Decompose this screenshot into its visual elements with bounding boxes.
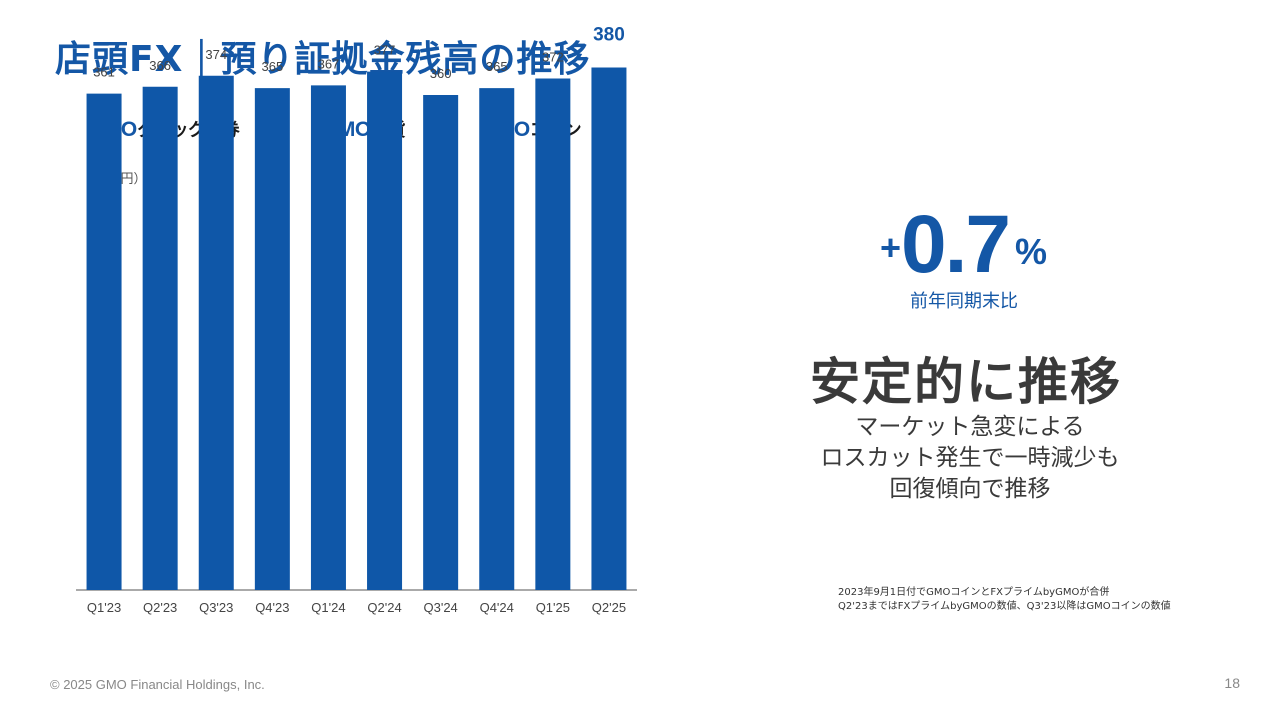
- footnote: Q2'23まではFXプライムbyGMOの数値、Q3'23以降はGMOコインの数値: [838, 601, 1171, 612]
- bar-Q1'25: [535, 78, 571, 590]
- data-label: 360: [430, 66, 452, 81]
- x-tick-label: Q2'24: [367, 600, 401, 615]
- description-line: ロスカット発生で一時減少も: [820, 445, 1120, 471]
- bar-chart: 361 Q1'23 366 Q2'23 374 Q3'23 365 Q4'23 367 Q1'24…: [76, 25, 637, 615]
- page-title: 店頭FX｜預り証拠金残高の推移: [55, 39, 591, 80]
- headline: 安定的に推移: [810, 353, 1122, 411]
- x-tick-label: Q1'25: [536, 600, 570, 615]
- x-tick-label: Q3'23: [199, 600, 233, 615]
- data-label: 365: [486, 59, 508, 74]
- description-line: 回復傾向で推移: [889, 476, 1051, 502]
- bar-Q4'23: [254, 88, 290, 590]
- kpi-sign: +: [880, 227, 902, 268]
- kpi-value: 0.7: [901, 199, 1011, 290]
- bar-Q3'24: [423, 95, 459, 590]
- data-label: 367: [318, 56, 340, 71]
- data-label: 366: [149, 58, 171, 73]
- data-label: 372: [542, 50, 564, 65]
- bar-Q2'23: [142, 86, 178, 590]
- kpi-change: +0.7%: [880, 198, 1047, 292]
- x-tick-label: Q2'23: [143, 600, 177, 615]
- bar-Q2'25: [591, 67, 627, 590]
- data-label: 380: [593, 25, 625, 46]
- data-label: 377: [374, 43, 396, 58]
- footnotes: 2023年9月1日付でGMOコインとFXプライムbyGMOが合併 Q2'23まで…: [838, 586, 1171, 614]
- kpi-unit: %: [1015, 231, 1048, 272]
- x-tick-label: Q4'24: [480, 600, 514, 615]
- footnote: 2023年9月1日付でGMOコインとFXプライムbyGMOが合併: [838, 587, 1110, 598]
- kpi-label: 前年同期末比: [910, 291, 1018, 312]
- x-tick-label: Q1'24: [311, 600, 345, 615]
- copyright: © 2025 GMO Financial Holdings, Inc.: [50, 677, 265, 692]
- description: マーケット急変による ロスカット発生で一時減少も 回復傾向で推移: [790, 412, 1150, 505]
- description-line: マーケット急変による: [855, 414, 1085, 440]
- data-label: 361: [93, 65, 115, 80]
- bar-Q1'23: [86, 93, 122, 590]
- x-tick-label: Q1'23: [87, 600, 121, 615]
- bar-Q3'23: [198, 75, 234, 590]
- data-label: 374: [205, 47, 227, 62]
- page-number: 18: [1224, 675, 1240, 691]
- x-tick-label: Q3'24: [424, 600, 458, 615]
- bar-Q1'24: [310, 85, 346, 590]
- x-tick-label: Q4'23: [255, 600, 289, 615]
- x-tick-label: Q2'25: [592, 600, 626, 615]
- bar-Q2'24: [367, 71, 403, 590]
- data-label: 365: [261, 59, 283, 74]
- bar-Q4'24: [479, 88, 515, 590]
